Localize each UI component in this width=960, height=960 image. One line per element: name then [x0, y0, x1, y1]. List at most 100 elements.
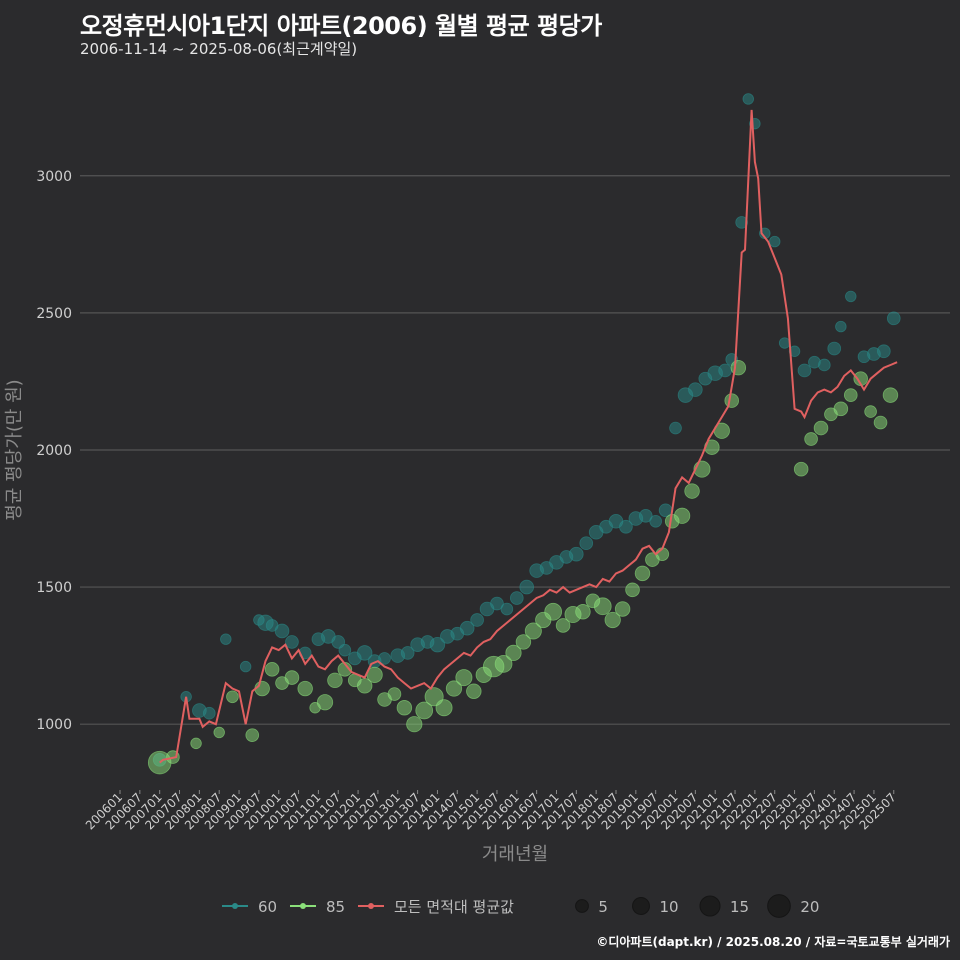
point-85: [466, 683, 482, 700]
point-85: [604, 611, 621, 629]
grid-lines: [80, 175, 950, 725]
point-60: [509, 591, 524, 605]
point-60: [742, 93, 754, 105]
point-85: [494, 655, 513, 673]
legend-size-circle: [767, 894, 791, 918]
chart-title: 오정휴먼시아1단지 아파트(2006) 월별 평균 평당가: [80, 12, 602, 40]
legend-size-label: 5: [598, 898, 608, 916]
legend-size-circle: [632, 897, 650, 915]
legend-size-label: 20: [800, 898, 819, 916]
point-85: [625, 582, 640, 598]
legend-dot-85: [300, 903, 306, 909]
point-60: [202, 706, 216, 720]
y-tick-label: 1500: [36, 580, 72, 596]
point-60: [338, 643, 352, 657]
point-60: [285, 635, 299, 649]
point-60: [818, 358, 831, 372]
point-60: [470, 613, 484, 627]
point-85: [387, 687, 402, 701]
y-tick-label: 2500: [36, 306, 72, 322]
footer-credit: ©디아파트(dapt.kr) / 2025.08.20 / 자료=국토교통부 실…: [596, 935, 950, 949]
series-avg-line: [159, 109, 898, 764]
point-60: [778, 337, 791, 349]
point-60: [274, 623, 290, 639]
point-60: [579, 536, 594, 551]
point-85: [804, 432, 818, 446]
legend-dot-60: [232, 903, 238, 909]
legend-size-label: 10: [659, 898, 678, 916]
point-60: [769, 235, 781, 248]
point-85: [445, 680, 463, 697]
point-60: [649, 514, 662, 528]
point-85: [396, 700, 413, 716]
point-85: [415, 701, 434, 720]
point-60: [886, 311, 901, 326]
legend-size-label: 15: [730, 898, 749, 916]
point-85: [864, 405, 877, 418]
point-60: [788, 345, 801, 357]
point-85: [515, 634, 532, 650]
y-tick-label: 2000: [36, 443, 72, 459]
point-60: [797, 363, 812, 378]
point-85: [435, 699, 453, 717]
legend-label-85: 85: [326, 898, 345, 916]
point-85: [684, 483, 700, 499]
point-85: [226, 690, 239, 704]
point-60: [835, 320, 847, 333]
point-85: [833, 401, 849, 417]
point-60: [688, 382, 703, 397]
point-85: [213, 726, 225, 739]
point-85: [455, 669, 473, 687]
x-axis-title: 거래년월: [482, 844, 548, 865]
point-60: [735, 216, 748, 229]
y-tick-label: 1000: [36, 717, 72, 733]
point-85: [406, 716, 423, 733]
point-85: [724, 393, 740, 408]
chart-subtitle: 2006-11-14 ~ 2025-08-06(최근계약일): [80, 40, 358, 58]
series-85-points: [147, 359, 899, 775]
point-60: [669, 421, 682, 435]
point-85: [327, 672, 343, 689]
point-60: [500, 602, 514, 616]
y-tick-label: 3000: [36, 169, 72, 185]
legend-dot-avg: [368, 903, 374, 909]
point-60: [519, 579, 535, 595]
y-axis-title: 평균 평당가(만 원): [4, 379, 25, 520]
point-85: [284, 670, 300, 685]
point-60: [429, 636, 446, 653]
point-85: [190, 737, 202, 750]
legend-size-circle: [699, 895, 721, 917]
point-60: [569, 546, 584, 562]
point-60: [619, 519, 633, 534]
x-axis-ticks: 2006012006072007012007072008012008072009…: [83, 790, 899, 833]
point-85: [544, 602, 563, 621]
point-60: [356, 645, 373, 661]
point-85: [614, 601, 631, 617]
point-85: [297, 680, 313, 697]
point-85: [575, 604, 591, 620]
legend: 60 85 모든 면적대 평균값 5 10 15 20: [222, 894, 819, 918]
point-60: [220, 633, 232, 645]
point-60: [378, 652, 391, 665]
point-60: [845, 290, 857, 303]
point-85: [634, 565, 651, 582]
legend-size-circle: [575, 899, 589, 913]
point-60: [638, 508, 653, 523]
point-60: [827, 341, 842, 356]
y-axis-ticks: 1000 1500 2000 2500 3000: [36, 169, 72, 733]
point-85: [873, 415, 888, 430]
point-60: [490, 596, 504, 611]
point-85: [524, 622, 542, 640]
point-85: [593, 597, 612, 616]
point-60: [877, 344, 891, 359]
point-85: [793, 461, 809, 477]
point-85: [843, 388, 858, 402]
point-60: [239, 660, 252, 673]
point-85: [813, 420, 829, 436]
point-60: [459, 620, 475, 636]
point-60: [400, 646, 415, 660]
legend-label-60: 60: [258, 898, 277, 916]
point-85: [316, 694, 334, 711]
point-85: [882, 387, 899, 403]
